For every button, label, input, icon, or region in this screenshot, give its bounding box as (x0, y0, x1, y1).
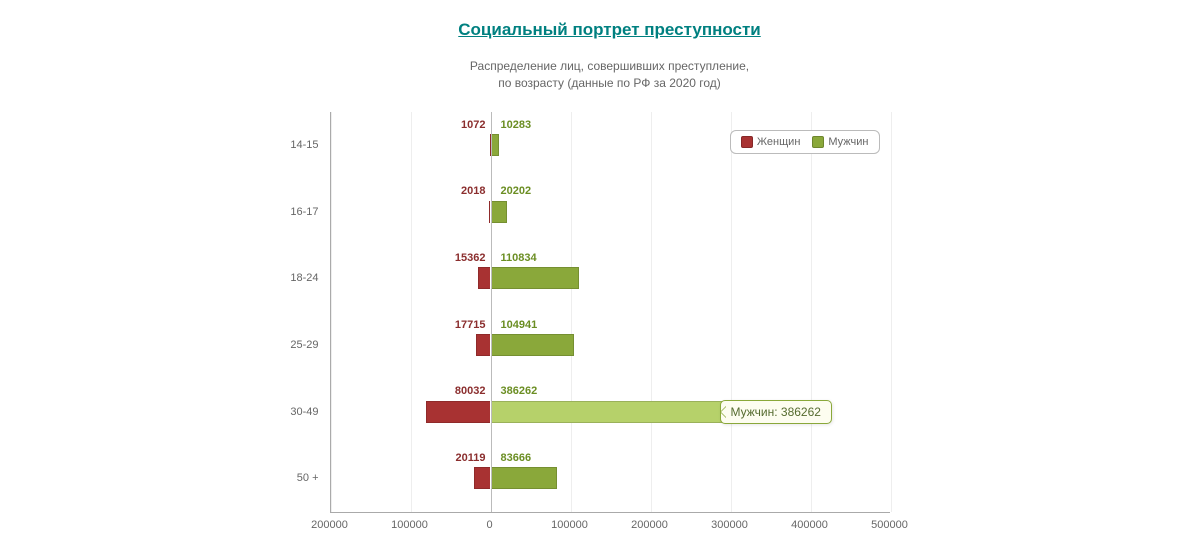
category-label: 16-17 (290, 206, 330, 218)
value-label: 83666 (501, 452, 532, 464)
x-tick-label: 100000 (391, 519, 428, 531)
bar-men[interactable] (491, 134, 499, 156)
legend-item[interactable]: Женщин (741, 136, 800, 148)
bar-women[interactable] (476, 334, 490, 356)
gridline (891, 112, 892, 512)
value-label: 20202 (501, 185, 532, 197)
bar-women[interactable] (426, 401, 490, 423)
legend-label: Женщин (757, 136, 800, 148)
bar-women[interactable] (474, 467, 490, 489)
chart-row: 18-2415362110834 (331, 245, 890, 312)
value-label: 110834 (501, 252, 537, 264)
value-label: 80032 (455, 385, 486, 397)
category-label: 18-24 (290, 272, 330, 284)
x-tick-label: 0 (486, 519, 492, 531)
chart-row: 16-17201820202 (331, 178, 890, 245)
page-title: Социальный портрет преступности (20, 20, 1179, 40)
category-label: 50 + (297, 472, 331, 484)
x-tick-label: 400000 (791, 519, 828, 531)
category-label: 30-49 (290, 406, 330, 418)
bar-men[interactable] (491, 267, 580, 289)
x-axis: 2000001000000100000200000300000400000500… (330, 512, 890, 536)
x-tick-label: 200000 (631, 519, 668, 531)
x-tick-label: 500000 (871, 519, 908, 531)
plot-area: 14-1510721028316-1720182020218-241536211… (330, 112, 890, 512)
tooltip: Мужчин: 386262 (720, 400, 832, 424)
chart-subtitle: Распределение лиц, совершивших преступле… (20, 58, 1179, 92)
x-tick-label: 200000 (311, 519, 348, 531)
legend-swatch (812, 136, 824, 148)
x-tick-label: 100000 (551, 519, 588, 531)
bar-men[interactable] (491, 201, 507, 223)
chart-row: 25-2917715104941 (331, 312, 890, 379)
value-label: 2018 (461, 185, 485, 197)
value-label: 1072 (461, 119, 485, 131)
legend-item[interactable]: Мужчин (812, 136, 868, 148)
value-label: 10283 (501, 119, 532, 131)
legend: Женщин Мужчин (730, 130, 880, 154)
bar-women[interactable] (478, 267, 490, 289)
zero-line (491, 112, 492, 512)
subtitle-line-1: Распределение лиц, совершивших преступле… (470, 59, 749, 73)
value-label: 386262 (501, 385, 538, 397)
bar-men[interactable] (491, 467, 558, 489)
legend-label: Мужчин (828, 136, 868, 148)
category-label: 14-15 (290, 139, 330, 151)
chart-area: ЖенщинМужчин 14-1510721028316-1720182020… (330, 112, 890, 536)
x-tick-label: 300000 (711, 519, 748, 531)
legend-swatch (741, 136, 753, 148)
bar-men[interactable] (491, 334, 575, 356)
chart-row: 50 +2011983666 (331, 445, 890, 512)
value-label: 104941 (501, 319, 538, 331)
subtitle-line-2: по возрасту (данные по РФ за 2020 год) (498, 76, 721, 90)
value-label: 15362 (455, 252, 486, 264)
value-label: 17715 (455, 319, 486, 331)
category-label: 25-29 (290, 339, 330, 351)
value-label: 20119 (456, 452, 486, 464)
